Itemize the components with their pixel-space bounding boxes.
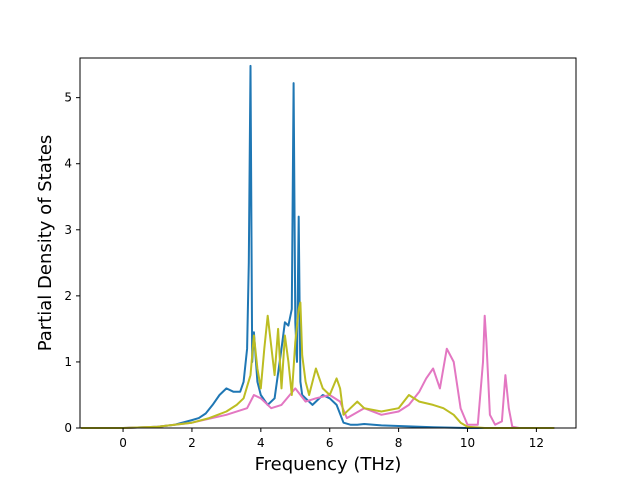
x-tick-label: 8 — [395, 436, 403, 450]
y-tick-label: 5 — [64, 91, 72, 105]
x-tick-label: 6 — [326, 436, 334, 450]
y-axis-ticks: 0 1 2 3 4 5 — [64, 91, 80, 435]
x-tick-label: 10 — [460, 436, 475, 450]
y-tick-label: 2 — [64, 289, 72, 303]
x-tick-label: 0 — [119, 436, 127, 450]
x-tick-label: 2 — [188, 436, 196, 450]
x-axis-label: Frequency (THz) — [255, 454, 402, 475]
x-tick-label: 4 — [257, 436, 265, 450]
y-tick-label: 1 — [64, 355, 72, 369]
series-layer — [80, 64, 555, 429]
x-tick-label: 12 — [529, 436, 544, 450]
x-axis-ticks: 0 2 4 6 8 10 12 — [119, 428, 544, 450]
y-tick-label: 0 — [64, 421, 72, 435]
axes-frame — [79, 57, 577, 429]
y-tick-label: 4 — [64, 157, 72, 171]
plot-area — [80, 58, 576, 428]
y-tick-label: 3 — [64, 223, 72, 237]
y-axis-label: Partial Density of States — [35, 135, 56, 352]
series-line-3 — [80, 301, 555, 429]
series-line-1 — [80, 64, 555, 429]
